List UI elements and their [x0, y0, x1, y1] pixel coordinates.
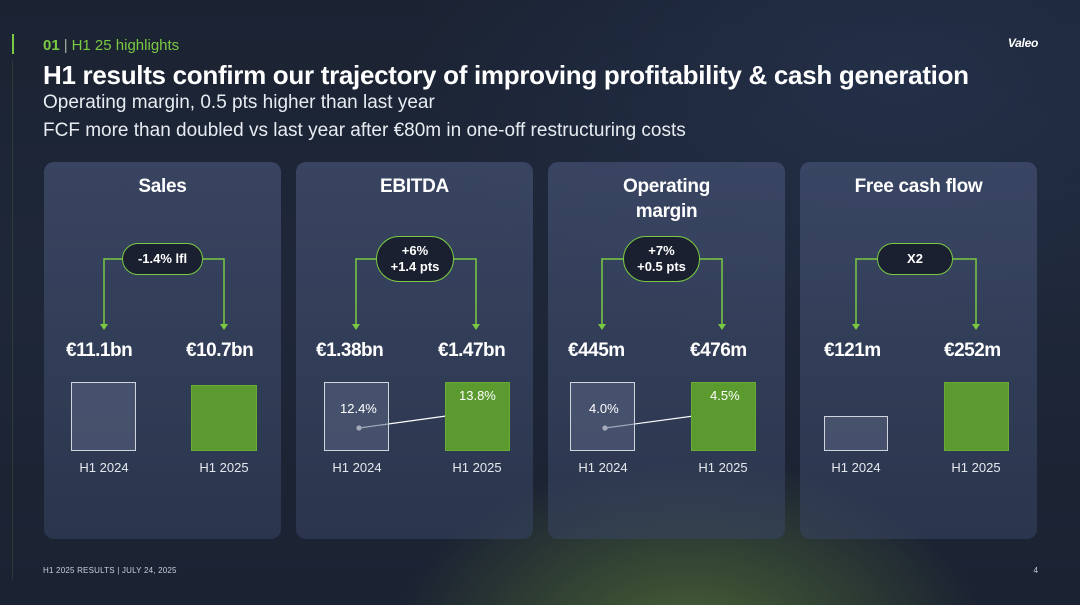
card-title: Sales: [138, 176, 187, 197]
accent-bar: [12, 34, 14, 54]
value-h1-2025: €476m: [690, 340, 747, 361]
change-pill: -1.4% lfl: [122, 243, 203, 275]
bar-h1-2025: [691, 382, 756, 451]
value-h1-2024: €11.1bn: [66, 340, 133, 361]
bar-h1-2024: [570, 382, 635, 451]
change-pill: X2: [877, 243, 953, 275]
section-label: H1 25 highlights: [71, 37, 180, 54]
subtitle-operating-margin: Operating margin, 0.5 pts higher than la…: [43, 92, 435, 113]
bar-h1-2024: [324, 382, 389, 451]
section-separator: |: [63, 37, 68, 54]
card-ebitda: EBITDA +6% +1.4 pts €1.38bn €1.47bn 12.4%…: [296, 162, 533, 539]
margin-h1-2025: 4.5%: [710, 388, 740, 403]
label-h1-2025: H1 2025: [199, 460, 249, 475]
connector-arrows: [100, 258, 228, 330]
section-number: 01: [43, 37, 60, 54]
change-pill: +7% +0.5 pts: [623, 236, 700, 282]
page-title: H1 results confirm our trajectory of imp…: [43, 60, 969, 90]
card-free-cash-flow: Free cash flow X2 €121m €252m H1 2024 H1…: [800, 162, 1037, 539]
card-title: Operating margin: [548, 174, 785, 224]
margin-h1-2024: 4.0%: [589, 401, 619, 416]
accent-line: [12, 60, 13, 580]
section-tag: 01 | H1 25 highlights: [43, 37, 179, 54]
card-operating-margin: Operating margin +7% +0.5 pts €445m €476m…: [548, 162, 785, 539]
card-title-line1: Operating: [622, 176, 711, 197]
connector-arrows: [852, 258, 980, 330]
pill-margin-change: +0.5 pts: [637, 259, 686, 274]
label-h1-2024: H1 2024: [578, 460, 628, 475]
label-h1-2025: H1 2025: [951, 460, 1001, 475]
label-h1-2025: H1 2025: [452, 460, 502, 475]
value-h1-2024: €121m: [824, 340, 881, 361]
bar-h1-2025: [445, 382, 510, 451]
card-sales: Sales -1.4% lfl €11.1bn €10.7bn H1 2024 …: [44, 162, 281, 539]
bar-h1-2025: [944, 382, 1009, 451]
label-h1-2024: H1 2024: [831, 460, 881, 475]
pill-growth: +6%: [401, 243, 429, 258]
change-pill: +6% +1.4 pts: [376, 236, 454, 282]
label-h1-2024: H1 2024: [79, 460, 129, 475]
value-h1-2025: €10.7bn: [186, 340, 254, 361]
label-h1-2024: H1 2024: [332, 460, 382, 475]
value-h1-2025: €1.47bn: [438, 340, 506, 361]
bar-h1-2024: [824, 416, 888, 451]
card-title-line2: margin: [635, 201, 698, 222]
margin-h1-2024: 12.4%: [340, 401, 377, 416]
footer-text: H1 2025 RESULTS | JULY 24, 2025: [43, 566, 177, 575]
card-title: Free cash flow: [854, 176, 983, 197]
bar-h1-2025: [191, 385, 257, 451]
value-h1-2024: €445m: [568, 340, 625, 361]
pill-margin-change: +1.4 pts: [390, 259, 440, 274]
pill-growth: +7%: [648, 243, 675, 258]
subtitle-fcf: FCF more than doubled vs last year after…: [43, 120, 686, 141]
value-h1-2024: €1.38bn: [316, 340, 384, 361]
margin-h1-2025: 13.8%: [459, 388, 496, 403]
value-h1-2025: €252m: [944, 340, 1001, 361]
valeo-logo: Valeo: [1007, 36, 1038, 50]
card-title: EBITDA: [380, 176, 449, 197]
page-number: 4: [1033, 566, 1038, 575]
label-h1-2025: H1 2025: [698, 460, 748, 475]
bar-h1-2024: [71, 382, 136, 451]
